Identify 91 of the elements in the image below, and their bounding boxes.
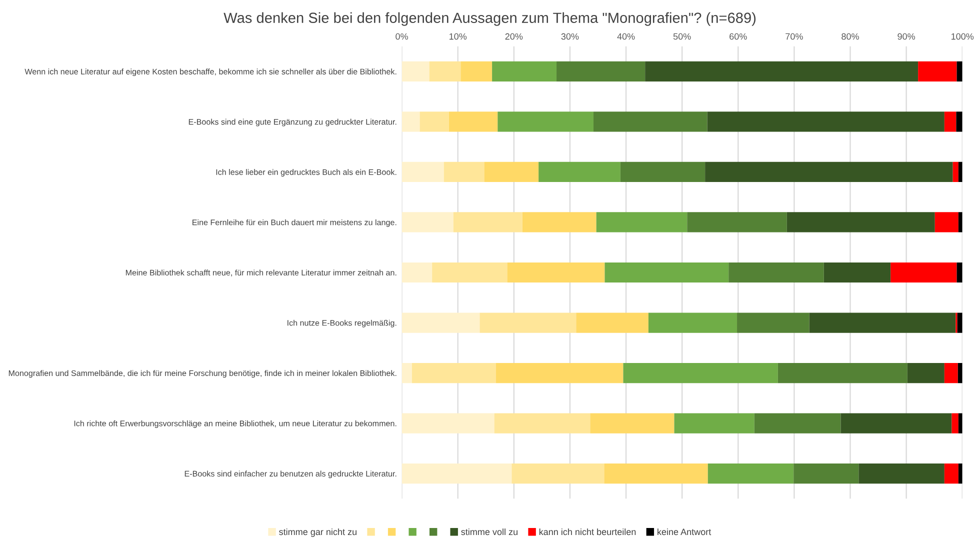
bar [958, 413, 962, 434]
x-tick-label: 40% [617, 33, 635, 40]
x-tick-label: 90% [898, 33, 916, 40]
y-tick-label: Ich richte oft Erwerbungsvorschläge an meine Bibliothek, um neue Literatur zu bekommen. [74, 420, 396, 428]
bar [707, 112, 944, 132]
legend-label: kann ich nicht beurteilen [539, 528, 636, 536]
bar [402, 212, 454, 232]
bar [604, 262, 729, 283]
y-tick-label: E-Books sind eine gute Ergänzung zu gedruckter Literatur. [188, 118, 396, 126]
bar [538, 162, 620, 182]
bar [858, 463, 944, 484]
bar [918, 61, 957, 82]
bar [498, 112, 594, 132]
bar [590, 413, 674, 434]
bar [402, 162, 444, 182]
bar [907, 362, 944, 384]
bar [604, 463, 708, 484]
x-tick-label: 0% [396, 33, 408, 40]
bar [494, 413, 590, 434]
legend-label: stimme gar nicht zu [279, 528, 356, 537]
bar [620, 162, 706, 182]
bar [737, 312, 810, 333]
x-tick-label: 80% [842, 33, 859, 40]
x-tick-label: 70% [786, 33, 803, 40]
bar [840, 413, 952, 434]
bar [754, 413, 841, 434]
bar [794, 463, 859, 484]
bar [594, 112, 708, 132]
x-tick-label: 10% [450, 33, 467, 40]
y-tick-label: E-Books sind einfacher zu benutzen als gedruckte Literatur. [184, 470, 396, 478]
y-tick-label: Ich nutze E-Books regelmäßig. [288, 320, 396, 328]
bar [402, 112, 420, 132]
bar [460, 61, 492, 82]
bar [934, 212, 958, 232]
bar [492, 61, 557, 82]
bar [444, 162, 484, 182]
bar [623, 362, 778, 384]
bar [448, 112, 498, 132]
y-tick-label: Meine Bibliothek schafft neue, für mich relevante Literatur immer zeitnah an. [126, 270, 396, 276]
bar [429, 61, 461, 82]
bar [674, 413, 754, 434]
bar [420, 112, 449, 132]
bar [512, 463, 604, 484]
bar [705, 162, 953, 182]
bar [708, 463, 794, 484]
legend-label: stimme voll zu [461, 528, 518, 536]
x-tick-label: 100% [952, 33, 974, 40]
x-tick-label: 60% [730, 33, 747, 40]
bar [402, 463, 512, 484]
bar [576, 312, 648, 333]
x-tick-label: 20% [505, 33, 523, 40]
bar [786, 212, 935, 232]
bar [890, 262, 957, 283]
bar [645, 61, 918, 82]
bar [432, 262, 508, 283]
bar [596, 212, 688, 232]
bar [957, 312, 962, 333]
legend-label: keine Antwort [658, 528, 712, 536]
bar [648, 312, 738, 333]
chart-title: Was denken Sie bei den folgenden Aussagen zum Thema "Monografien"? (n=689) [224, 12, 756, 26]
bar [944, 362, 958, 384]
bar [944, 463, 958, 484]
bar [402, 61, 430, 82]
bar [952, 162, 958, 182]
bar [824, 262, 891, 283]
bar [402, 362, 412, 384]
bar [453, 212, 522, 232]
bar [556, 61, 646, 82]
x-tick-label: 30% [561, 33, 579, 40]
bar [507, 262, 605, 283]
y-tick-label: Wenn ich neue Literatur auf eigene Kosten beschaffe, bekomme ich sie schneller als über die Bibliothek. [24, 68, 396, 76]
bar [944, 112, 956, 132]
bar [402, 312, 480, 333]
bar [956, 112, 962, 132]
bar [480, 312, 576, 333]
bar [412, 362, 496, 384]
x-tick-label: 50% [673, 33, 691, 40]
y-tick-label: Ich lese lieber ein gedrucktes Buch als ein E-Book. [216, 169, 396, 177]
bar [484, 162, 539, 182]
bar [728, 262, 824, 283]
bar [809, 312, 956, 333]
bar [952, 413, 958, 434]
bar [687, 212, 787, 232]
bar [496, 362, 624, 384]
bar [402, 262, 432, 283]
bar [778, 362, 908, 384]
bar [402, 413, 494, 434]
bar [522, 212, 596, 232]
bar [958, 212, 962, 232]
y-tick-label: Monografien und Sammelbände, die ich für meine Forschung benötige, finde ich in meiner lokalen Bibliothek. [8, 370, 396, 378]
y-tick-label: Eine Fernleihe für ein Buch dauert mir meistens zu lange. [192, 219, 396, 227]
